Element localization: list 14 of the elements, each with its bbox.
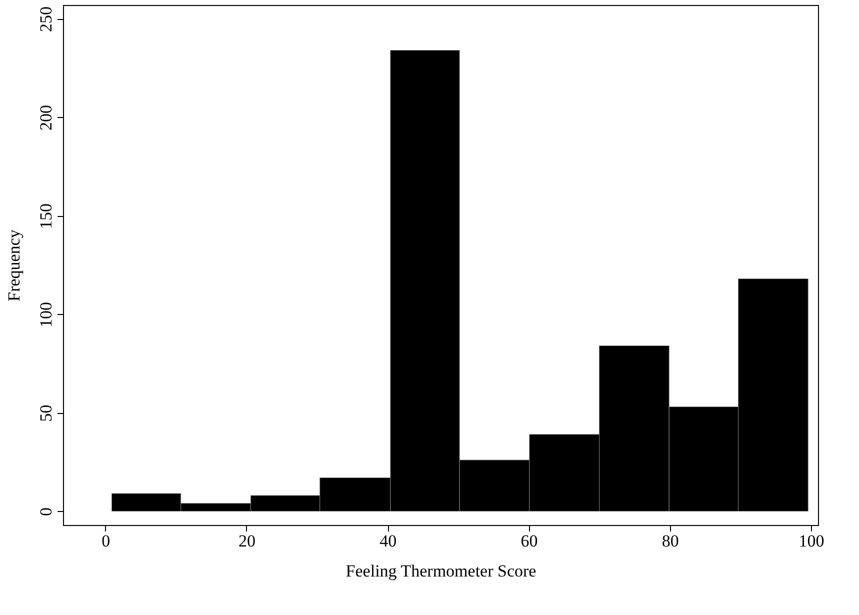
x-tick-label: 40 [380,532,397,550]
y-tick-label: 0 [36,507,56,516]
x-tick-label: 60 [520,532,538,550]
y-tick-label: 100 [36,302,56,328]
x-tick-label: 80 [662,532,679,550]
x-axis-title: Feeling Thermometer Score [346,562,536,580]
y-tick-label: 200 [36,105,56,131]
x-tick-label: 100 [798,532,824,550]
y-tick-label: 150 [36,204,56,230]
x-tick-label: 20 [238,532,256,550]
y-tick-label: 250 [36,6,56,32]
x-tick-label: 0 [102,532,110,550]
y-tick-label: 50 [36,404,56,422]
y-axis-title: Frequency [4,229,24,302]
